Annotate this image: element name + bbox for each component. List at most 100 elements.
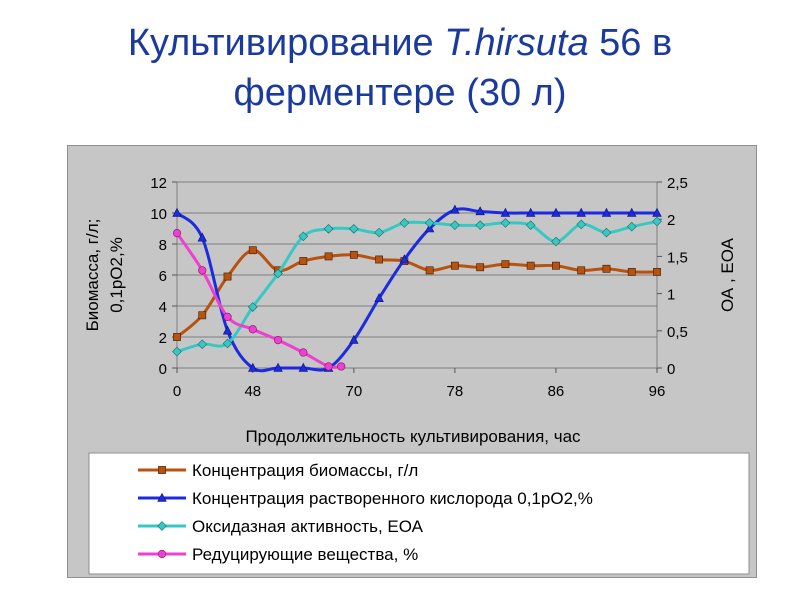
data-point-oxygen <box>273 362 283 372</box>
data-point-oxygen <box>424 223 435 233</box>
y-left-tick-label: 8 <box>159 237 167 254</box>
y-right-tick-label: 0 <box>667 361 675 378</box>
data-point-reducing <box>337 362 346 371</box>
data-point-reducing <box>172 229 182 238</box>
data-point-oxidase <box>197 339 208 350</box>
data-point-oxidase <box>500 218 511 228</box>
y-right-tick-label: 1,5 <box>667 249 688 266</box>
y-left-tick-label: 6 <box>159 268 167 285</box>
data-point-biomass <box>349 250 358 259</box>
y-left-tick-label: 2 <box>159 330 167 347</box>
legend-label: Концентрация растворенного кислорода 0,1… <box>192 489 593 508</box>
data-point-reducing <box>324 362 333 371</box>
legend: Концентрация биомассы, г/л Концентрация р… <box>138 461 593 564</box>
y-left-tick-label: 4 <box>159 299 167 316</box>
data-point-oxidase <box>399 218 410 228</box>
data-point-reducing <box>248 325 257 334</box>
data-point-reducing <box>299 348 308 357</box>
y-right-tick-label: 2 <box>667 212 675 229</box>
data-point-oxidase <box>273 268 283 279</box>
data-point-oxidase <box>247 302 258 312</box>
data-point-oxygen <box>576 207 586 217</box>
data-point-biomass <box>425 266 434 275</box>
y-axis-left-title-line2: 0,1рО2,% <box>107 237 126 313</box>
legend-item-oxygen: Концентрация растворенного кислорода 0,1… <box>138 489 593 508</box>
data-point-oxygen <box>475 206 485 216</box>
data-point-biomass <box>248 246 257 255</box>
data-point-oxidase <box>475 220 485 230</box>
data-point-biomass <box>173 333 181 341</box>
title-prefix: Культивирование <box>127 22 445 64</box>
x-tick-label: 78 <box>447 383 464 400</box>
data-point-biomass <box>602 264 611 273</box>
data-point-oxidase <box>652 216 662 227</box>
data-point-oxygen <box>551 207 561 217</box>
data-point-biomass <box>324 252 333 261</box>
legend-item-oxidase: Оксидазная активность, ЕОА <box>138 517 424 536</box>
data-point-oxygen <box>298 362 309 372</box>
title-line2: ферментере (30 л) <box>233 72 567 114</box>
title-rest: 56 в <box>588 22 673 64</box>
data-point-oxidase <box>525 220 536 230</box>
y-right-tick-label: 0,5 <box>667 324 688 341</box>
data-point-oxygen <box>374 293 384 302</box>
title-species: T.hirsuta <box>444 22 589 64</box>
data-point-oxygen <box>197 232 207 242</box>
y-axis-right-title: ОА , ЕОА <box>718 237 737 312</box>
data-point-oxidase <box>576 219 587 230</box>
x-tick-label: 48 <box>244 383 261 400</box>
data-point-oxygen <box>399 254 410 264</box>
series-oxidase <box>172 216 662 357</box>
data-point-oxidase <box>349 224 359 234</box>
data-point-reducing <box>223 312 232 321</box>
data-point-biomass <box>552 261 560 270</box>
data-point-oxidase <box>551 236 561 247</box>
x-tick-label: 70 <box>345 383 362 400</box>
legend-marker <box>157 492 167 502</box>
series-biomass <box>173 246 661 341</box>
chart-panel: 0 2 4 6 8 10 12 0 0,5 1 1,5 2 2,5 0 48 70 78 86 96 Биомасс… <box>67 145 757 578</box>
y-left-tick-label: 12 <box>150 175 167 192</box>
data-point-oxidase <box>222 338 233 349</box>
data-point-oxygen <box>525 207 536 217</box>
series-oxygen <box>172 204 662 373</box>
data-point-biomass <box>450 261 459 270</box>
data-point-biomass <box>577 266 586 275</box>
y-right-tick-label: 1 <box>667 287 675 304</box>
y-axis-left-title-line1: Биомасса, г/л; <box>83 219 102 332</box>
data-point-oxygen <box>627 207 637 217</box>
data-point-oxidase <box>298 231 309 242</box>
data-point-oxygen <box>601 207 612 217</box>
data-point-biomass <box>501 260 510 269</box>
legend-marker <box>157 549 167 559</box>
data-point-reducing <box>198 266 207 275</box>
data-point-oxygen <box>652 207 662 217</box>
legend-label: Концентрация биомассы, г/л <box>192 461 418 480</box>
data-point-oxidase <box>601 227 612 238</box>
axes: 0 2 4 6 8 10 12 0 0,5 1 1,5 2 2,5 0 48 70 78 86 96 <box>150 175 688 400</box>
data-point-biomass <box>476 263 485 272</box>
data-point-oxygen <box>222 325 233 335</box>
data-point-biomass <box>627 268 636 276</box>
x-tick-label: 96 <box>649 383 666 400</box>
legend-box <box>88 452 750 575</box>
x-axis-title: Продолжительность культивирования, час <box>245 427 581 446</box>
y-right-tick-label: 2,5 <box>667 175 688 192</box>
data-point-biomass <box>653 268 661 276</box>
data-point-oxidase <box>172 346 182 357</box>
data-point-oxidase <box>323 224 334 234</box>
data-point-oxygen <box>450 204 460 214</box>
data-point-reducing <box>273 336 283 345</box>
data-point-oxygen <box>172 207 182 217</box>
data-point-oxidase <box>450 220 460 230</box>
legend-marker <box>157 521 167 531</box>
data-point-biomass <box>223 272 232 281</box>
legend-label: Редуцирующие вещества, % <box>192 545 418 564</box>
data-point-oxidase <box>374 227 384 238</box>
slide-title: Культивирование T.hirsuta 56 в ферментер… <box>0 18 800 118</box>
y-left-tick-label: 0 <box>159 361 167 378</box>
data-point-biomass <box>299 257 308 265</box>
legend-marker <box>158 466 166 474</box>
data-point-biomass <box>198 311 207 320</box>
data-point-oxygen <box>248 362 258 372</box>
